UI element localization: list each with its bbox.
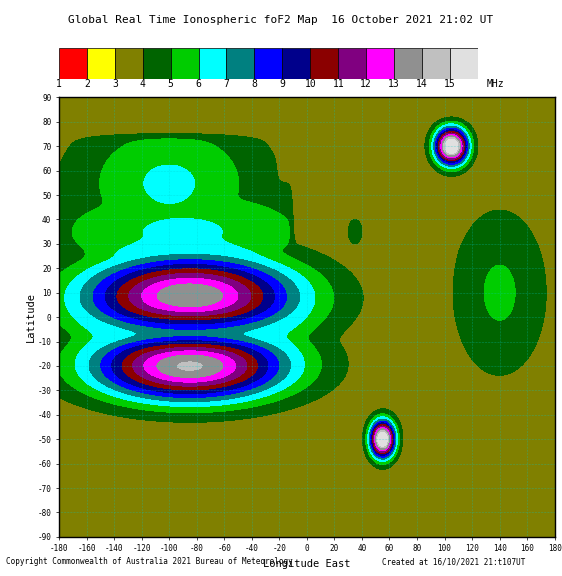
Text: 9: 9 [279, 79, 285, 89]
Bar [171, 48, 198, 79]
Text: 1: 1 [56, 79, 62, 89]
Text: 13: 13 [388, 79, 400, 89]
Text: 7: 7 [224, 79, 229, 89]
Bar [143, 48, 171, 79]
Bar [310, 48, 338, 79]
Bar [282, 48, 310, 79]
Text: 8: 8 [252, 79, 257, 89]
X-axis label: Longitude East: Longitude East [263, 559, 351, 569]
Text: Created at 16/10/2021 21:t107UT: Created at 16/10/2021 21:t107UT [382, 557, 525, 566]
Text: 14: 14 [416, 79, 428, 89]
Text: 10: 10 [305, 79, 316, 89]
Text: 4: 4 [140, 79, 146, 89]
Text: 12: 12 [360, 79, 372, 89]
Text: 6: 6 [196, 79, 202, 89]
Bar [87, 48, 115, 79]
Text: 3: 3 [112, 79, 118, 89]
Bar [226, 48, 255, 79]
Text: 11: 11 [332, 79, 344, 89]
Bar [59, 48, 87, 79]
Text: 2: 2 [84, 79, 90, 89]
Bar [450, 48, 478, 79]
Text: 5: 5 [168, 79, 174, 89]
Bar [338, 48, 366, 79]
Text: Global Real Time Ionospheric foF2 Map  16 October 2021 21:02 UT: Global Real Time Ionospheric foF2 Map 16… [69, 16, 493, 25]
Y-axis label: Latitude: Latitude [26, 292, 36, 342]
Text: Copyright Commonwealth of Australia 2021 Bureau of Meteorology: Copyright Commonwealth of Australia 2021… [6, 557, 292, 566]
Text: 15: 15 [444, 79, 456, 89]
Bar [394, 48, 422, 79]
Bar [115, 48, 143, 79]
Bar [366, 48, 394, 79]
Bar [255, 48, 282, 79]
Bar [422, 48, 450, 79]
Bar [198, 48, 226, 79]
Text: MHz: MHz [486, 79, 504, 89]
